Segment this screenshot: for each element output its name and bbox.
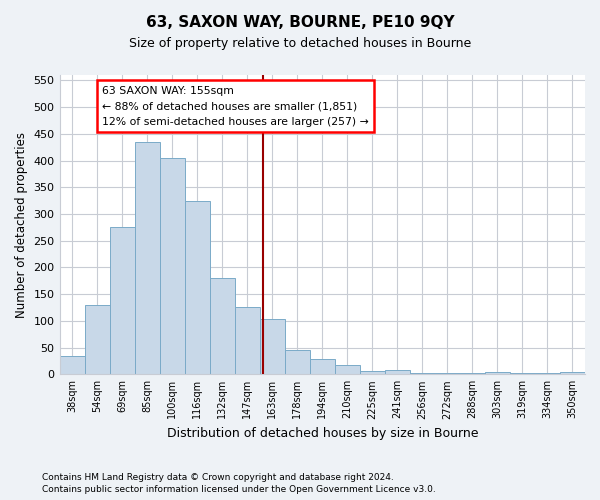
- Bar: [385, 370, 410, 374]
- Text: Size of property relative to detached houses in Bourne: Size of property relative to detached ho…: [129, 38, 471, 51]
- Text: Contains public sector information licensed under the Open Government Licence v3: Contains public sector information licen…: [42, 485, 436, 494]
- Bar: [285, 350, 310, 374]
- Text: Contains HM Land Registry data © Crown copyright and database right 2024.: Contains HM Land Registry data © Crown c…: [42, 472, 394, 482]
- Bar: [209, 278, 235, 374]
- Bar: [535, 373, 560, 374]
- Bar: [185, 200, 209, 374]
- Bar: [510, 373, 535, 374]
- Bar: [360, 370, 385, 374]
- Bar: [410, 372, 435, 374]
- Text: 63, SAXON WAY, BOURNE, PE10 9QY: 63, SAXON WAY, BOURNE, PE10 9QY: [146, 15, 454, 30]
- Y-axis label: Number of detached properties: Number of detached properties: [15, 132, 28, 318]
- Bar: [485, 372, 510, 374]
- Bar: [335, 365, 360, 374]
- Bar: [110, 228, 134, 374]
- Bar: [435, 373, 460, 374]
- Bar: [310, 360, 335, 374]
- Text: 63 SAXON WAY: 155sqm
← 88% of detached houses are smaller (1,851)
12% of semi-de: 63 SAXON WAY: 155sqm ← 88% of detached h…: [102, 86, 369, 127]
- Bar: [160, 158, 185, 374]
- Bar: [260, 320, 285, 374]
- X-axis label: Distribution of detached houses by size in Bourne: Distribution of detached houses by size …: [167, 427, 478, 440]
- Bar: [85, 305, 110, 374]
- Bar: [235, 308, 260, 374]
- Bar: [560, 372, 585, 374]
- Bar: [460, 373, 485, 374]
- Bar: [59, 356, 85, 374]
- Bar: [134, 142, 160, 374]
